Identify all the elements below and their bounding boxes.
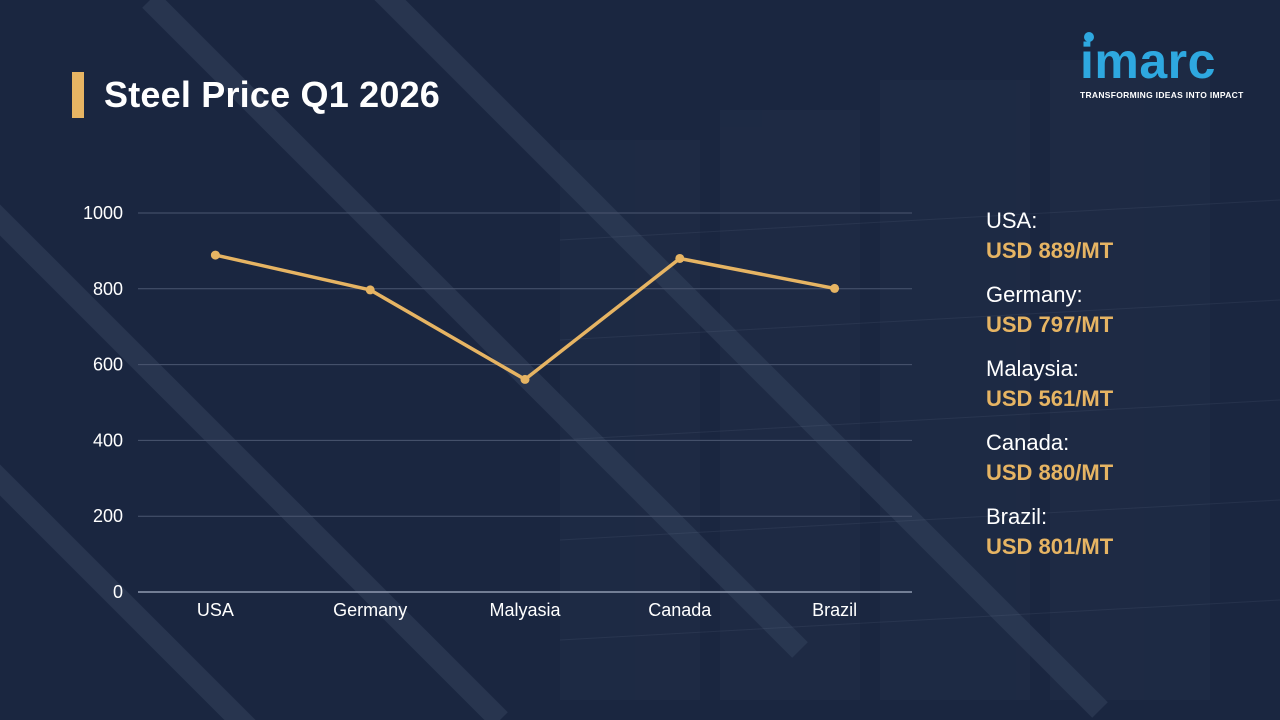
price-points	[210, 250, 840, 384]
y-tick-label: 200	[93, 506, 123, 526]
legend-item-brazil: Brazil: USD 801/MT	[986, 502, 1266, 562]
y-tick-label: 0	[113, 582, 123, 602]
legend-value: USD 797/MT	[986, 312, 1114, 337]
x-tick-label: Germany	[333, 600, 407, 620]
data-point	[675, 253, 685, 263]
y-tick-label: 1000	[83, 203, 123, 223]
legend-value: USD 561/MT	[986, 386, 1114, 411]
legend-item-malaysia: Malaysia: USD 561/MT	[986, 354, 1266, 414]
data-point	[365, 285, 375, 295]
x-tick-label: Brazil	[812, 600, 857, 620]
logo-tagline: TRANSFORMING IDEAS INTO IMPACT	[1080, 90, 1244, 100]
legend-item-germany: Germany: USD 797/MT	[986, 280, 1266, 340]
x-axis-ticks: USA Germany Malyasia Canada Brazil	[197, 600, 857, 620]
data-point	[830, 283, 840, 293]
data-point	[210, 250, 220, 260]
legend-country: Malaysia:	[986, 356, 1079, 381]
legend-value: USD 889/MT	[986, 238, 1114, 263]
legend-item-usa: USA: USD 889/MT	[986, 206, 1266, 266]
data-point	[520, 374, 530, 384]
legend-country: Brazil:	[986, 504, 1048, 529]
gridlines	[138, 212, 912, 593]
logo-dot-icon	[1084, 32, 1094, 42]
x-tick-label: USA	[197, 600, 234, 620]
y-tick-label: 800	[93, 279, 123, 299]
page-title: Steel Price Q1 2026	[104, 74, 441, 115]
legend-country: Germany:	[986, 282, 1083, 307]
x-tick-label: Canada	[648, 600, 712, 620]
legend-country: USA:	[986, 208, 1038, 233]
series-line	[213, 253, 837, 382]
logo-text: imarc	[1080, 33, 1216, 89]
legend-country: Canada:	[986, 430, 1070, 455]
y-tick-label: 600	[93, 355, 123, 375]
legend-value: USD 801/MT	[986, 534, 1114, 559]
title-accent-bar	[72, 72, 84, 118]
legend-item-canada: Canada: USD 880/MT	[986, 428, 1266, 488]
title-block: Steel Price Q1 2026	[72, 72, 440, 118]
y-axis-ticks: 0 200 400 600 800 1000	[83, 203, 123, 602]
price-legend: USA: USD 889/MT Germany: USD 797/MT Mala…	[986, 206, 1266, 576]
logo-wordmark: imarc	[1080, 30, 1250, 92]
legend-value: USD 880/MT	[986, 460, 1114, 485]
y-tick-label: 400	[93, 430, 123, 450]
price-series	[213, 253, 837, 382]
x-tick-label: Malyasia	[489, 600, 561, 620]
imarc-logo: imarc TRANSFORMING IDEAS INTO IMPACT	[1080, 30, 1250, 100]
